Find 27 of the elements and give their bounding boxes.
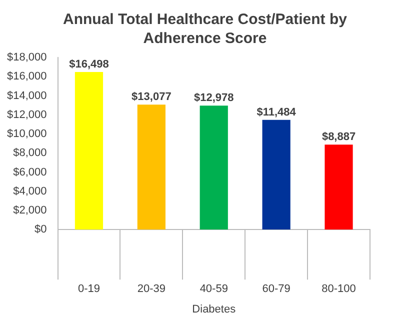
y-tick-label: $12,000 (6, 108, 47, 121)
x-tick-label: 20-39 (137, 283, 166, 296)
y-tick-label: $18,000 (6, 52, 47, 64)
y-tick-label: $2,000 (13, 204, 47, 217)
data-label: $16,498 (69, 58, 109, 70)
x-tick-label: 80-100 (322, 283, 356, 296)
x-axis-title: Diabetes (192, 303, 236, 316)
x-tick-label: 0-19 (78, 283, 100, 296)
y-tick-label: $0 (34, 224, 47, 236)
data-label: $8,887 (322, 131, 356, 144)
y-tick-label: $16,000 (6, 70, 47, 83)
bar (262, 120, 290, 230)
data-label: $11,484 (256, 106, 297, 118)
y-tick-label: $6,000 (13, 166, 47, 178)
x-tick-label: 40-59 (200, 283, 228, 296)
y-tick-label: $4,000 (13, 185, 47, 198)
bar (200, 106, 228, 230)
chart-title: Annual Total Healthcare Cost/Patient by Adherence Score (62, 10, 348, 48)
y-tick-label: $10,000 (6, 128, 47, 140)
y-tick-label: $14,000 (6, 90, 47, 102)
data-label: $12,978 (194, 92, 234, 104)
bar (74, 72, 104, 230)
data-label: $13,077 (132, 91, 172, 104)
bar (324, 144, 353, 230)
bar (137, 104, 166, 230)
x-tick-label: 60-79 (262, 283, 290, 296)
y-tick-label: $8,000 (13, 147, 47, 160)
